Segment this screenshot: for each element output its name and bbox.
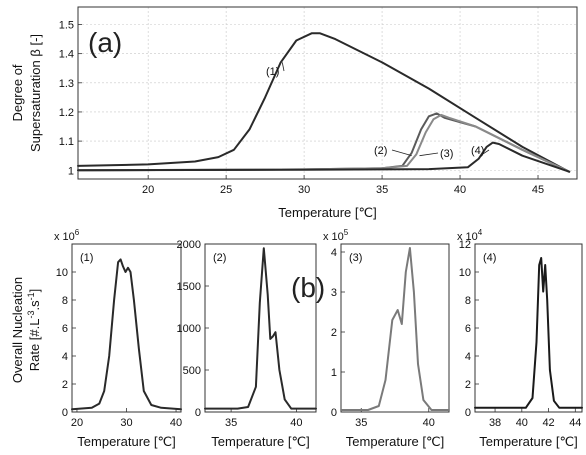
subplot-2-y-tick-label: 1500 <box>177 281 201 293</box>
subplot-1-y-tick-label: 8 <box>62 295 68 307</box>
subplot-3-y-tick-label: 0 <box>331 407 337 419</box>
panel-a-curve-label-pointer-2 <box>391 149 412 157</box>
panel-a-y-tick-label: 1.3 <box>59 78 74 90</box>
supersaturation-panel: 20 25 30 35 40 45 1 1.1 1.2 1.3 1.4 1.5 Temperature … <box>10 6 578 220</box>
panel-a-x-tick-label: 35 <box>376 184 388 196</box>
subplot-2-tag: (2) <box>213 252 226 264</box>
subplot-4-x-tick-label: 42 <box>542 417 554 429</box>
subplot-1-x-tick-label: 20 <box>71 417 83 429</box>
panel-a-y-tick-label: 1 <box>68 165 74 177</box>
nucleation-subplot-3: 35 40 0 1 2 3 4 Temperature [℃] x 105(3) <box>323 228 450 449</box>
subplot-4-frame <box>474 243 583 413</box>
panel-a-x-tick-label: 40 <box>454 184 466 196</box>
subplot-2-x-axis-label: Temperature [℃] <box>211 434 309 449</box>
panel-a-curve-label-1: (1) <box>266 66 279 78</box>
panel-a-series-1-line <box>77 32 571 173</box>
subplot-2-y-tick-label: 2000 <box>177 239 201 251</box>
subplot-4-x-tick-label: 40 <box>516 417 528 429</box>
subplot-3-multiplier: x 105 <box>323 228 349 243</box>
panel-a-curve-label-pointer-3 <box>419 152 439 157</box>
subplot-4-y-tick-label: 0 <box>465 407 471 419</box>
panel-a-y-axis-label-line1: Degree of <box>10 64 25 121</box>
subplot-1-y-tick-label: 2 <box>62 379 68 391</box>
subplot-1-x-tick-label: 40 <box>170 417 182 429</box>
bottom-y-axis-label-line2: Rate [#.L-3.s-1] <box>26 289 42 372</box>
subplot-3-frame <box>340 243 450 413</box>
panel-a-curve-label-3: (3) <box>440 148 453 160</box>
subplot-4-tag: (4) <box>483 252 496 264</box>
subplot-4-y-tick-label: 10 <box>459 267 471 279</box>
panel-a-curve-label-4: (4) <box>471 145 484 157</box>
subplot-4-multiplier: x 104 <box>457 228 483 243</box>
subplot-4-y-tick-label: 12 <box>459 239 471 251</box>
panel-a-y-tick-label: 1.5 <box>59 19 74 31</box>
panel-a-x-axis-label: Temperature [℃] <box>278 205 376 220</box>
nucleation-subplot-1: 20 30 40 0 2 4 6 8 10 Temperature [℃] x 106(1) <box>54 228 182 449</box>
nucleation-subplot-4: 38 40 42 44 0 2 4 6 8 10 12 Temperature [℃] x 104(4) <box>457 228 583 449</box>
panel-a-curve-label-2: (2) <box>374 145 387 157</box>
subplot-2-frame <box>204 243 317 413</box>
subplot-1-multiplier: x 106 <box>54 228 80 243</box>
nucleation-subplot-2: 35 40 0 500 1000 1500 2000 Temperature [℃] (2) <box>177 239 317 449</box>
subplot-3-y-tick-label: 2 <box>331 327 337 339</box>
subplot-1-x-axis-label: Temperature [℃] <box>77 434 175 449</box>
subplot-1-y-tick-label: 6 <box>62 323 68 335</box>
subplot-2-y-tick-label: 0 <box>195 407 201 419</box>
panel-a-x-tick-label: 20 <box>142 184 154 196</box>
subplot-3-series-1-line <box>340 247 450 411</box>
panel-a-x-tick-label: 25 <box>220 184 232 196</box>
subplot-2-x-tick-label: 40 <box>290 417 302 429</box>
subplot-2-series-1-line <box>204 247 317 410</box>
subplot-3-x-axis-label: Temperature [℃] <box>346 434 444 449</box>
panel-a-tag: (a) <box>88 27 122 58</box>
subplot-4-x-tick-label: 38 <box>489 417 501 429</box>
panel-a-curve-label-pointer-4 <box>480 149 490 157</box>
subplot-4-y-tick-label: 8 <box>465 295 471 307</box>
subplot-1-tag: (1) <box>80 252 93 264</box>
subplot-1-x-tick-label: 30 <box>120 417 132 429</box>
panel-a-frame <box>77 6 578 180</box>
panel-a-x-tick-label: 30 <box>298 184 310 196</box>
subplot-2-x-tick-label: 35 <box>225 417 237 429</box>
subplot-4-series-1-line <box>474 257 583 409</box>
panel-a-x-tick-label: 45 <box>532 184 544 196</box>
bottom-y-axis-label-line1: Overall Nucleation <box>10 277 25 383</box>
subplot-4-y-tick-label: 2 <box>465 379 471 391</box>
subplot-1-y-tick-label: 0 <box>62 407 68 419</box>
panel-a-y-tick-label: 1.4 <box>59 49 74 61</box>
subplot-4-x-axis-label: Temperature [℃] <box>479 434 577 449</box>
subplot-4-y-tick-label: 4 <box>465 351 471 363</box>
subplot-2-y-tick-label: 500 <box>183 365 201 377</box>
panel-b-tag: (b) <box>291 272 325 303</box>
subplot-2-y-tick-label: 1000 <box>177 323 201 335</box>
panel-a-curve-label-pointer-1 <box>281 62 285 72</box>
subplot-1-series-1-line <box>71 258 182 411</box>
subplot-3-y-tick-label: 3 <box>331 287 337 299</box>
panel-a-series-4-line <box>77 141 571 173</box>
subplot-1-y-tick-label: 10 <box>56 267 68 279</box>
subplot-3-x-tick-label: 40 <box>423 417 435 429</box>
subplot-4-x-tick-label: 44 <box>569 417 581 429</box>
subplot-3-tag: (3) <box>349 252 362 264</box>
subplot-4-y-tick-label: 6 <box>465 323 471 335</box>
subplot-1-y-tick-label: 4 <box>62 351 68 363</box>
subplot-3-x-tick-label: 35 <box>355 417 367 429</box>
subplot-3-y-tick-label: 1 <box>331 367 337 379</box>
panel-a-y-tick-label: 1.2 <box>59 107 74 119</box>
panel-a-y-tick-label: 1.1 <box>59 136 74 148</box>
panel-a-y-axis-label-line2: Supersaturation β [-] <box>28 34 43 152</box>
subplot-3-y-tick-label: 4 <box>331 247 337 259</box>
